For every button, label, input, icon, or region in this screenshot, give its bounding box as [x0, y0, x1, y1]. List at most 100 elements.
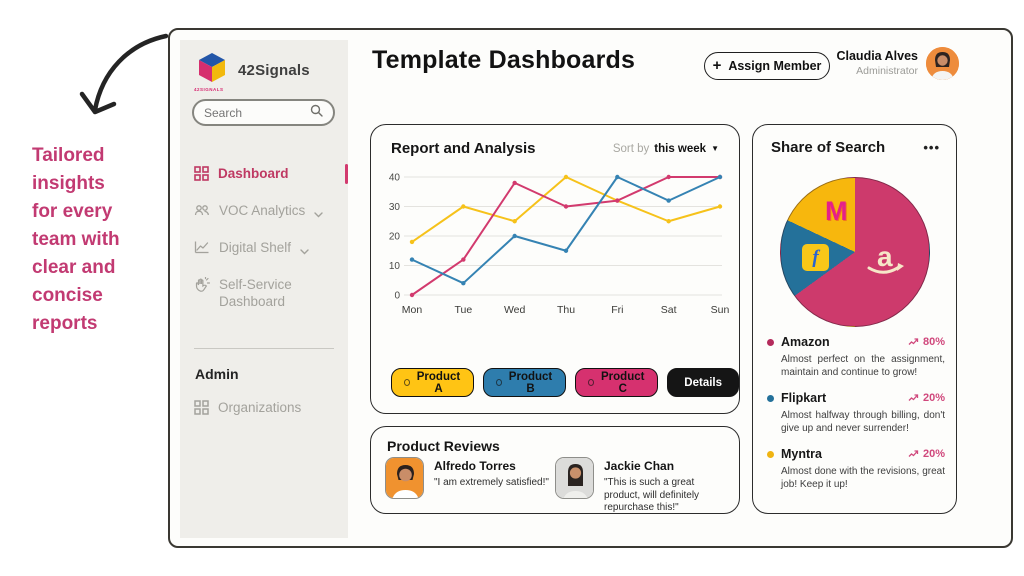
sidebar-item-organizations[interactable]: Organizations — [180, 390, 348, 427]
admin-section-title: Admin — [195, 366, 239, 382]
share-item-name: Myntra — [781, 447, 822, 461]
share-item-description: Almost perfect on the assignment, mainta… — [781, 354, 945, 378]
trend-up-icon — [908, 394, 919, 401]
legend-label: Product B — [508, 370, 553, 395]
brand-name: 42Signals — [238, 62, 310, 79]
reviewer-avatar — [385, 457, 424, 499]
curved-arrow — [62, 28, 174, 132]
assign-member-button[interactable]: + Assign Member — [704, 52, 830, 80]
user-block[interactable]: Claudia Alves Administrator — [790, 49, 918, 77]
share-of-search-card: Share of Search ••• a f M Ama — [752, 124, 957, 514]
sort-label: Sort by — [612, 142, 650, 155]
brand-caption: 42SIGNALS — [194, 87, 224, 92]
trend-up-icon — [908, 450, 919, 457]
sort-value: this week — [654, 142, 707, 155]
search-icon — [310, 104, 323, 122]
sidebar-divider — [194, 348, 334, 349]
svg-text:30: 30 — [389, 202, 401, 213]
report-card-title: Report and Analysis — [391, 140, 536, 157]
sidebar-item-label: Digital Shelf — [219, 240, 292, 255]
brand-logo-icon — [194, 50, 230, 91]
legend-product-c-button[interactable]: Product C — [575, 368, 659, 397]
user-name: Claudia Alves — [836, 49, 918, 63]
sidebar-item-digital-shelf[interactable]: Digital Shelf — [180, 230, 348, 267]
share-item-name: Flipkart — [781, 391, 827, 405]
more-options-icon[interactable]: ••• — [923, 140, 940, 155]
legend-product-a-button[interactable]: Product A — [391, 368, 474, 397]
share-item-description: Almost halfway through billing, don't gi… — [781, 410, 945, 434]
svg-text:Thu: Thu — [557, 304, 575, 316]
dashboard-grid-icon — [194, 165, 209, 184]
svg-text:Mon: Mon — [402, 304, 423, 316]
product-reviews-card: Product Reviews Alfredo Torres "I am ext… — [370, 426, 740, 514]
search-box[interactable] — [192, 99, 335, 126]
active-indicator — [344, 164, 348, 184]
caret-down-icon: ▼ — [711, 144, 719, 153]
share-list: Amazon 80% Almost perfect on the assignm… — [767, 335, 945, 503]
svg-text:a: a — [877, 241, 893, 272]
annotation-text: Tailored insights for every team with cl… — [32, 145, 120, 334]
review-quote: "This is such a great product, will defi… — [604, 477, 700, 513]
svg-text:Wed: Wed — [504, 304, 526, 316]
app-window: 42Signals 42SIGNALS Dashboard VOC Analyt — [168, 28, 1013, 548]
flipkart-logo-icon: f — [802, 244, 829, 271]
share-item-myntra: Myntra 20% Almost done with the revision… — [767, 447, 945, 491]
svg-text:Sun: Sun — [711, 304, 730, 316]
trend-chart-icon — [194, 239, 210, 257]
chevron-down-icon — [314, 206, 323, 221]
share-item-trend: 80% — [922, 336, 945, 348]
details-button[interactable]: Details — [667, 368, 740, 397]
svg-text:Sat: Sat — [661, 304, 677, 316]
myntra-logo-icon: M — [825, 196, 848, 226]
sidebar-item-label: Organizations — [218, 400, 302, 415]
user-role: Administrator — [856, 65, 918, 77]
svg-text:Fri: Fri — [611, 304, 623, 316]
organizations-grid-icon — [194, 399, 209, 418]
sidebar-item-label: Dashboard — [218, 166, 289, 181]
sidebar-item-label: VOC Analytics — [219, 203, 306, 218]
share-item-description: Almost done with the revisions, great jo… — [781, 466, 945, 490]
svg-text:40: 40 — [389, 173, 401, 184]
sidebar: 42Signals 42SIGNALS Dashboard VOC Analyt — [180, 40, 348, 538]
legend-label: Product C — [601, 370, 645, 395]
sidebar-item-label: Self-Service Dashboard — [219, 277, 292, 309]
svg-text:20: 20 — [389, 232, 401, 243]
legend-product-b-button[interactable]: Product B — [482, 368, 567, 397]
people-icon — [194, 202, 210, 221]
svg-text:10: 10 — [389, 261, 401, 272]
share-item-trend: 20% — [922, 448, 945, 460]
svg-text:Tue: Tue — [454, 304, 472, 316]
plus-icon: + — [712, 57, 722, 74]
svg-text:0: 0 — [394, 291, 400, 302]
share-item-amazon: Amazon 80% Almost perfect on the assignm… — [767, 335, 945, 379]
sidebar-item-self-service[interactable]: Self-Service Dashboard — [180, 267, 320, 319]
report-line-chart: 0 10 20 30 40 Mon Tue Wed Thu Fri Sat Sun — [389, 173, 730, 317]
flipkart-bullet — [767, 394, 774, 402]
sort-dropdown[interactable]: Sort by this week ▼ — [613, 143, 719, 155]
avatar[interactable] — [926, 47, 959, 80]
legend-label: Product A — [416, 370, 461, 395]
legend-marker — [495, 379, 502, 386]
trend-up-icon — [908, 338, 919, 345]
sidebar-item-voc-analytics[interactable]: VOC Analytics — [180, 193, 348, 230]
reviews-card-title: Product Reviews — [387, 438, 500, 454]
share-card-title: Share of Search — [771, 139, 886, 156]
search-input[interactable] — [204, 105, 310, 120]
reviewer-name: Jackie Chan — [604, 459, 675, 473]
sidebar-nav: Dashboard VOC Analytics Digital Shelf — [180, 156, 348, 319]
sidebar-item-dashboard[interactable]: Dashboard — [180, 156, 348, 193]
review-quote: "I am extremely satisfied!" — [434, 477, 549, 488]
amazon-logo-icon: a — [865, 240, 907, 283]
legend-marker — [588, 379, 595, 386]
review-item: Alfredo Torres "I am extremely satisfied… — [385, 457, 555, 499]
details-label: Details — [684, 376, 723, 389]
reviewer-name: Alfredo Torres — [434, 459, 516, 473]
chart-legend: Product A Product B Product C Details — [391, 368, 740, 397]
share-item-flipkart: Flipkart 20% Almost halfway through bill… — [767, 391, 945, 435]
chevron-down-icon — [300, 243, 309, 258]
page-title: Template Dashboards — [372, 46, 636, 74]
amazon-bullet — [767, 338, 774, 346]
hand-gesture-icon — [194, 276, 211, 296]
review-item: Jackie Chan "This is such a great produc… — [555, 457, 733, 515]
share-item-trend: 20% — [922, 392, 945, 404]
